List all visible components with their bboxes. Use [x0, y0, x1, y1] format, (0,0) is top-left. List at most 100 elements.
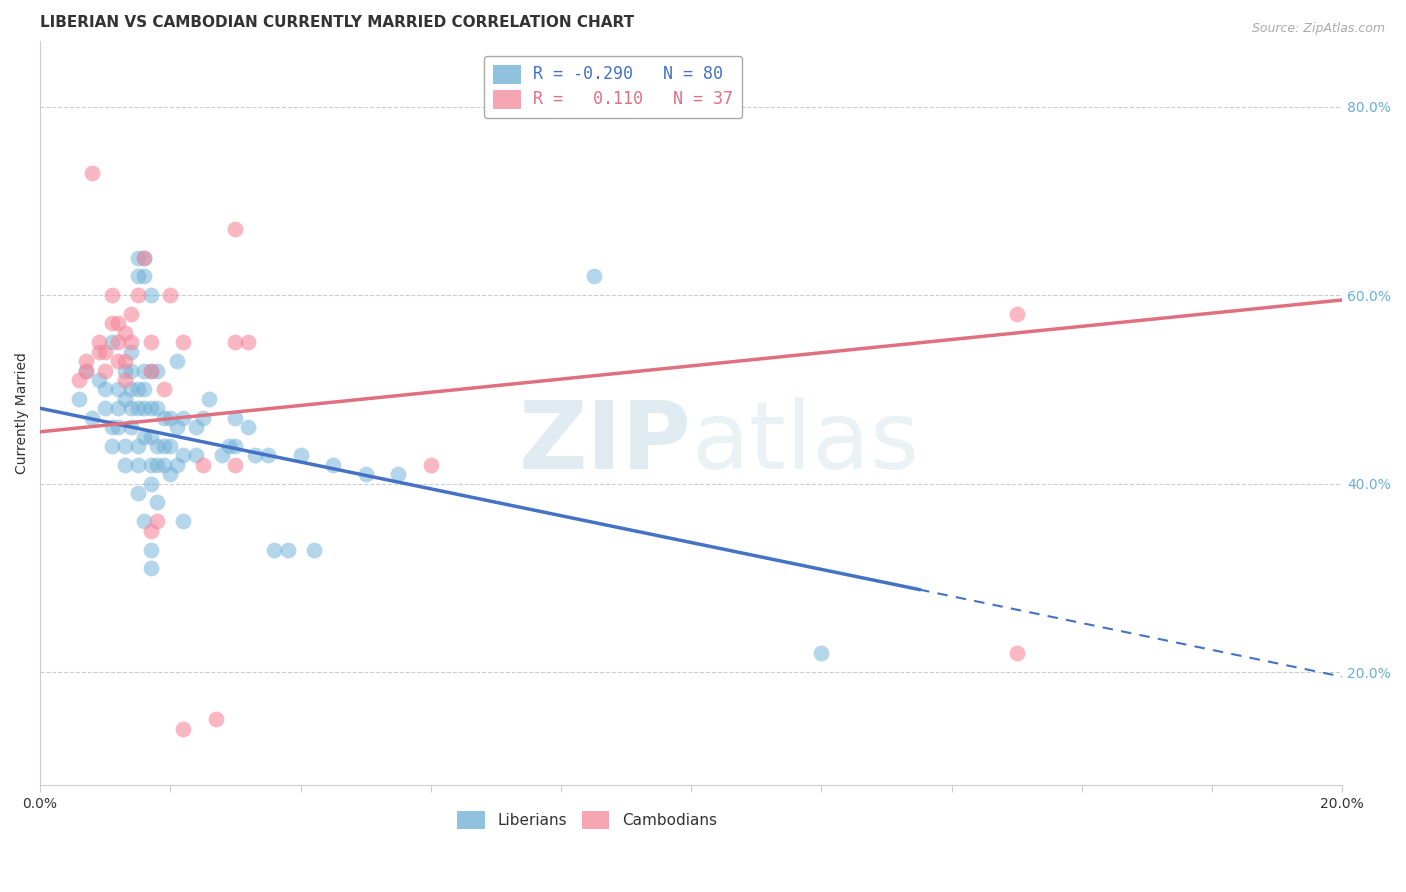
- Point: [120, 335, 142, 350]
- Point: [1005, 307, 1028, 321]
- Point: [100, 420, 122, 434]
- Point: [87, 373, 110, 387]
- Text: atlas: atlas: [692, 397, 920, 489]
- Point: [82, 410, 104, 425]
- Point: [224, 410, 246, 425]
- Point: [146, 458, 169, 472]
- Point: [146, 401, 169, 416]
- Point: [94, 383, 117, 397]
- Point: [100, 317, 122, 331]
- Point: [127, 458, 149, 472]
- Point: [139, 335, 162, 350]
- Point: [257, 449, 280, 463]
- Point: [1005, 646, 1028, 660]
- Point: [114, 458, 136, 472]
- Point: [114, 326, 136, 340]
- Point: [100, 335, 122, 350]
- Point: [134, 363, 156, 377]
- Point: [153, 458, 176, 472]
- Point: [211, 449, 233, 463]
- Point: [172, 410, 194, 425]
- Point: [810, 646, 832, 660]
- Point: [198, 392, 221, 406]
- Point: [146, 363, 169, 377]
- Point: [134, 401, 156, 416]
- Point: [114, 373, 136, 387]
- Point: [218, 439, 240, 453]
- Point: [107, 354, 129, 368]
- Point: [134, 251, 156, 265]
- Point: [186, 420, 208, 434]
- Point: [205, 712, 228, 726]
- Point: [134, 383, 156, 397]
- Point: [172, 335, 194, 350]
- Text: LIBERIAN VS CAMBODIAN CURRENTLY MARRIED CORRELATION CHART: LIBERIAN VS CAMBODIAN CURRENTLY MARRIED …: [41, 15, 634, 30]
- Point: [146, 514, 169, 528]
- Point: [127, 251, 149, 265]
- Point: [159, 439, 181, 453]
- Point: [153, 410, 176, 425]
- Point: [94, 363, 117, 377]
- Point: [159, 288, 181, 302]
- Point: [107, 383, 129, 397]
- Point: [107, 420, 129, 434]
- Point: [94, 401, 117, 416]
- Point: [114, 363, 136, 377]
- Point: [139, 288, 162, 302]
- Point: [139, 458, 162, 472]
- Text: ZIP: ZIP: [519, 397, 692, 489]
- Point: [172, 722, 194, 736]
- Point: [114, 392, 136, 406]
- Point: [100, 439, 122, 453]
- Point: [114, 354, 136, 368]
- Point: [276, 542, 298, 557]
- Point: [139, 363, 162, 377]
- Point: [120, 344, 142, 359]
- Legend: Liberians, Cambodians: Liberians, Cambodians: [450, 803, 724, 837]
- Point: [153, 383, 176, 397]
- Point: [224, 222, 246, 236]
- Point: [172, 514, 194, 528]
- Point: [146, 495, 169, 509]
- Point: [139, 561, 162, 575]
- Point: [67, 392, 90, 406]
- Point: [67, 373, 90, 387]
- Text: Source: ZipAtlas.com: Source: ZipAtlas.com: [1251, 22, 1385, 36]
- Point: [107, 317, 129, 331]
- Point: [75, 363, 97, 377]
- Point: [127, 401, 149, 416]
- Point: [134, 269, 156, 284]
- Point: [166, 354, 188, 368]
- Point: [139, 524, 162, 538]
- Point: [582, 269, 605, 284]
- Point: [107, 401, 129, 416]
- Point: [120, 401, 142, 416]
- Point: [94, 344, 117, 359]
- Point: [87, 335, 110, 350]
- Point: [166, 420, 188, 434]
- Point: [82, 166, 104, 180]
- Point: [134, 514, 156, 528]
- Point: [120, 363, 142, 377]
- Point: [127, 383, 149, 397]
- Point: [302, 542, 325, 557]
- Point: [134, 429, 156, 443]
- Point: [224, 335, 246, 350]
- Point: [139, 401, 162, 416]
- Point: [243, 449, 266, 463]
- Point: [191, 410, 214, 425]
- Point: [75, 363, 97, 377]
- Point: [87, 344, 110, 359]
- Point: [387, 467, 409, 482]
- Point: [120, 420, 142, 434]
- Point: [354, 467, 377, 482]
- Point: [191, 458, 214, 472]
- Point: [238, 420, 260, 434]
- Point: [153, 439, 176, 453]
- Point: [100, 288, 122, 302]
- Point: [127, 288, 149, 302]
- Point: [290, 449, 312, 463]
- Point: [107, 335, 129, 350]
- Point: [120, 307, 142, 321]
- Y-axis label: Currently Married: Currently Married: [15, 352, 30, 474]
